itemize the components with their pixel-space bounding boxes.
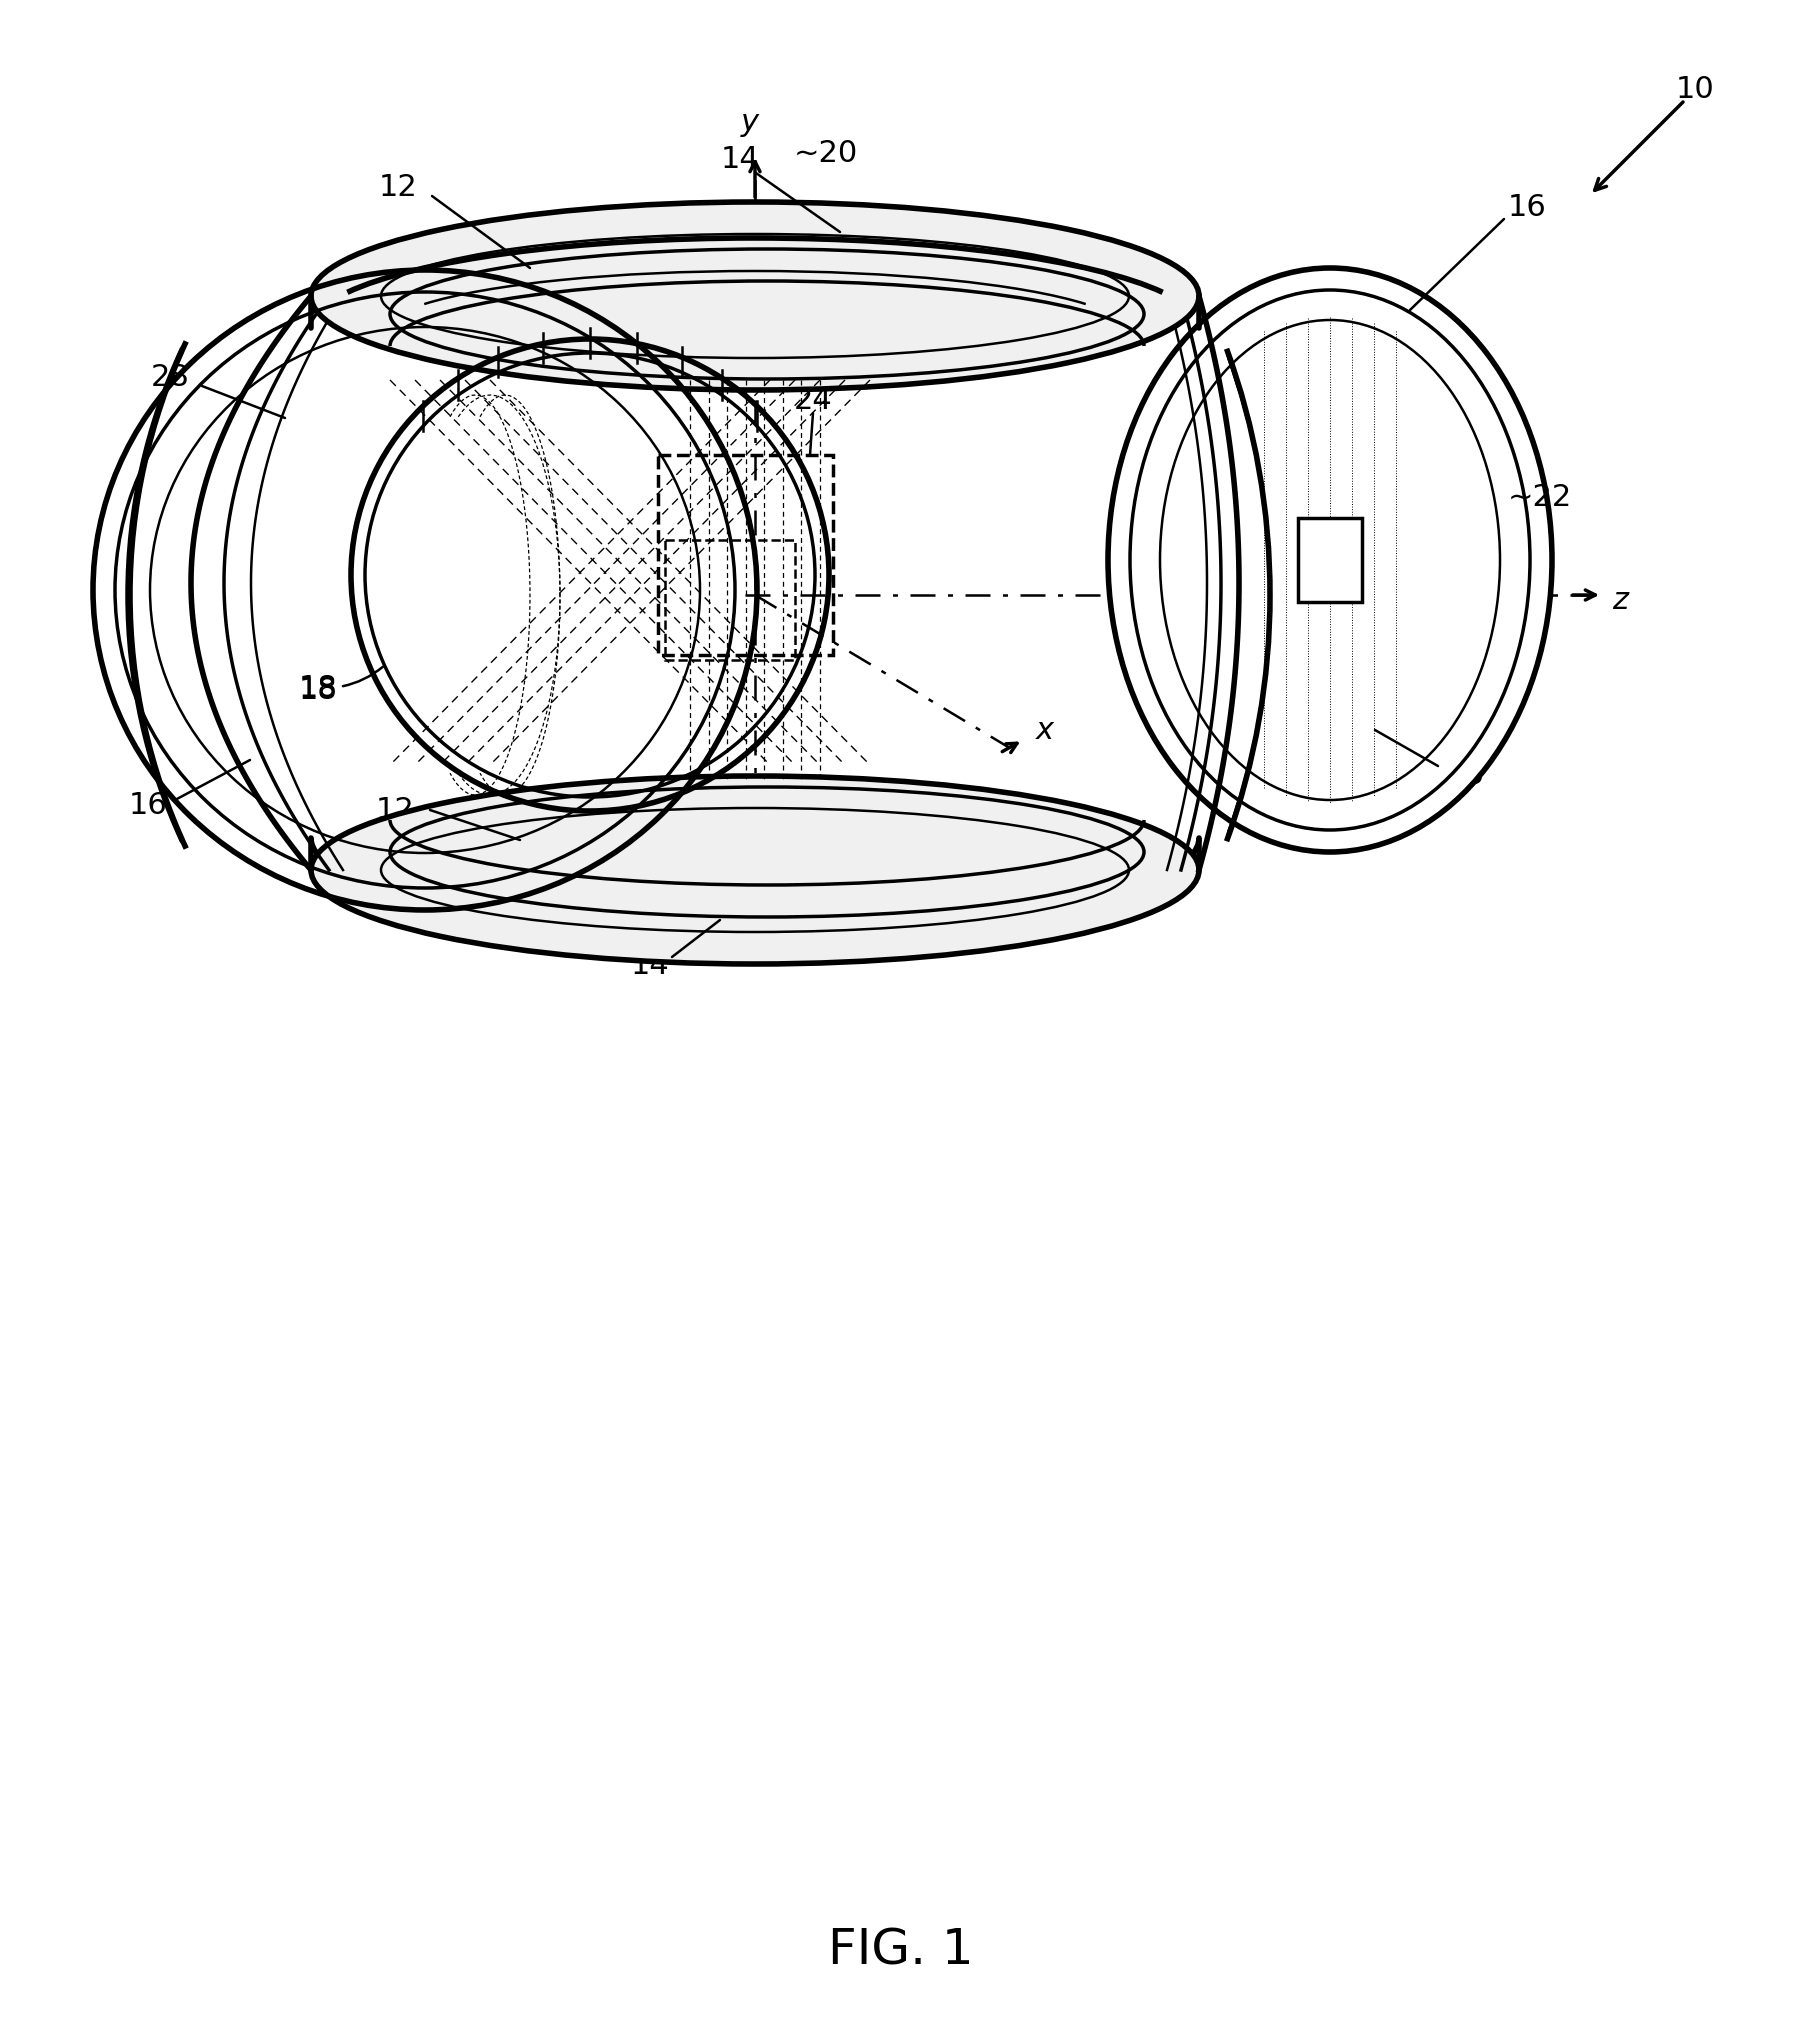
Ellipse shape: [1109, 268, 1552, 852]
Text: 14: 14: [631, 950, 669, 980]
Text: y: y: [741, 108, 759, 137]
Text: 18: 18: [299, 668, 382, 702]
Text: z: z: [1612, 586, 1628, 615]
Text: 16: 16: [1507, 194, 1547, 223]
Text: ~22: ~22: [1507, 482, 1572, 510]
Text: 28: 28: [151, 363, 189, 392]
Text: 12: 12: [379, 174, 416, 202]
Text: 14: 14: [721, 145, 759, 174]
Text: 24: 24: [793, 386, 833, 415]
Text: ~20: ~20: [793, 139, 858, 167]
Bar: [658, 455, 833, 655]
Text: x: x: [1035, 715, 1053, 745]
Text: 18: 18: [299, 676, 337, 704]
Text: 16: 16: [128, 790, 168, 819]
Text: 10: 10: [1675, 76, 1715, 104]
Text: 26: 26: [1446, 760, 1484, 790]
Bar: [1298, 519, 1361, 602]
Ellipse shape: [310, 202, 1199, 390]
Text: 12: 12: [375, 796, 415, 825]
Bar: [665, 539, 795, 660]
Text: FIG. 1: FIG. 1: [828, 1926, 974, 1975]
Ellipse shape: [310, 776, 1199, 964]
